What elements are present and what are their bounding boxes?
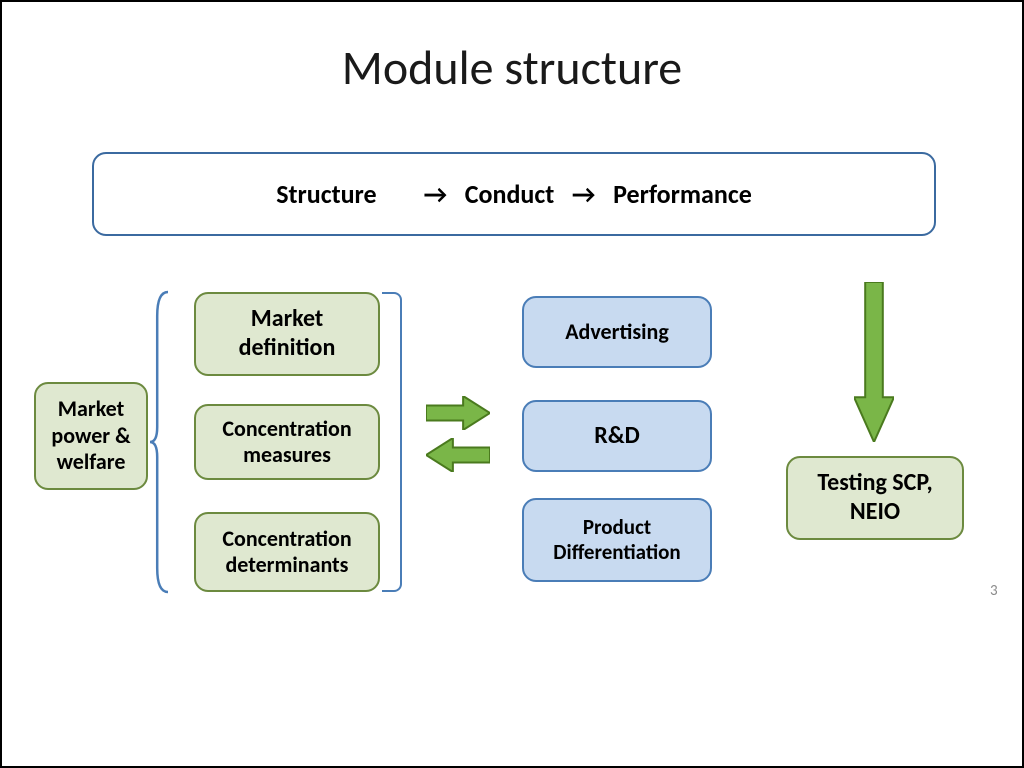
box-label: R&D (594, 422, 640, 451)
arrow-left-icon (426, 438, 490, 472)
box-label: Concentrationdeterminants (222, 526, 351, 579)
box-label: ProductDifferentiation (553, 515, 680, 565)
box-concentration-determinants: Concentrationdeterminants (194, 512, 380, 592)
page-title: Module structure (2, 38, 1022, 97)
box-label: Testing SCP,NEIO (817, 469, 932, 527)
box-advertising: Advertising (522, 296, 712, 368)
box-market-power-welfare: Marketpower &welfare (34, 382, 148, 490)
arrow-down-icon (854, 282, 894, 442)
bracket-right-icon (382, 292, 402, 592)
curly-brace-icon (150, 292, 174, 592)
box-testing-scp-neio: Testing SCP,NEIO (786, 456, 964, 540)
box-concentration-measures: Concentrationmeasures (194, 404, 380, 480)
box-label: Marketpower &welfare (51, 396, 130, 475)
box-label: Advertising (565, 319, 669, 345)
arrow-right-icon (426, 396, 490, 430)
box-product-differentiation: ProductDifferentiation (522, 498, 712, 582)
box-label: Concentrationmeasures (222, 416, 351, 469)
scp-bar: Structure → Conduct → Performance (92, 152, 936, 236)
box-label: Marketdefinition (239, 305, 336, 363)
page-number: 3 (990, 582, 998, 600)
box-market-definition: Marketdefinition (194, 292, 380, 376)
box-rd: R&D (522, 400, 712, 472)
slide: Module structure Structure → Conduct → P… (0, 0, 1024, 768)
